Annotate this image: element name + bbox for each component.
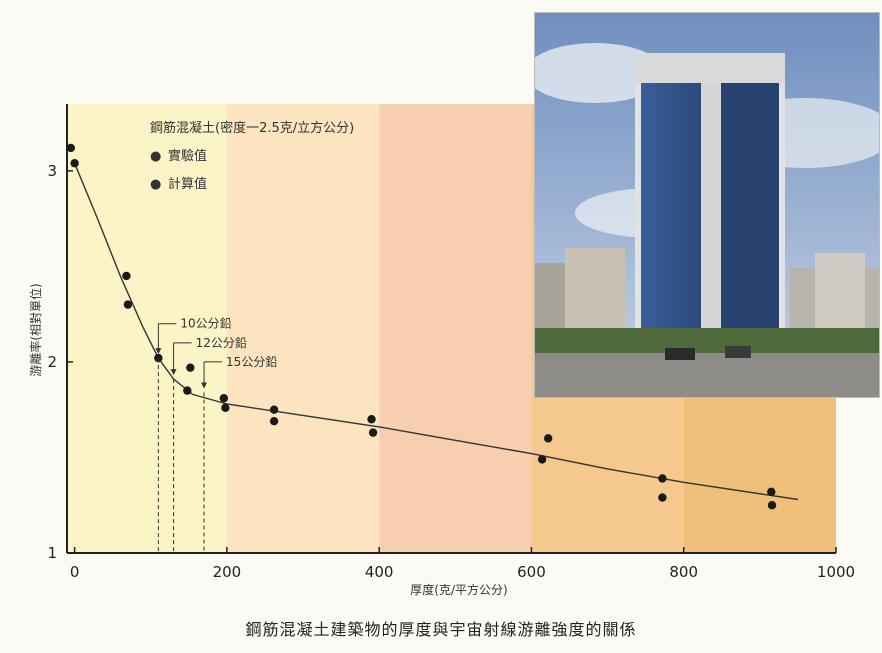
point-s1-1	[123, 300, 133, 309]
point-s0-0	[66, 143, 76, 153]
building-photo	[534, 12, 880, 398]
point-s0-5	[269, 405, 279, 414]
annotations: 10公分鉛 12公分鉛 15公分鉛	[155, 317, 277, 553]
data-points	[66, 143, 777, 510]
band-1	[226, 104, 380, 553]
point-s1-3	[221, 403, 230, 412]
band-2	[379, 104, 532, 553]
legend-marker-2: ●	[150, 177, 161, 192]
point-s0-9	[767, 487, 776, 497]
figure-caption: 鋼筋混凝土建築物的厚度與宇宙射線游離強度的關係	[245, 620, 637, 639]
annotation-arrow-2	[201, 382, 208, 389]
x-tick-label-200: 200	[213, 563, 242, 581]
legend-marker-1: ●	[150, 149, 161, 164]
legend-title: 鋼筋混凝土(密度一2.5克/立方公分)	[150, 120, 354, 136]
x-tick-label-400: 400	[365, 563, 394, 581]
point-s1-2	[183, 386, 192, 395]
point-s0-4	[219, 394, 229, 403]
point-s0-7	[543, 434, 553, 443]
y-tick-label-1: 1	[47, 544, 57, 562]
axes: 0 200 400 600 800 1000 1 2 3	[47, 104, 855, 581]
x-tick-label-600: 600	[517, 563, 546, 581]
point-s0-2	[154, 353, 163, 363]
point-s1-0	[70, 159, 79, 168]
annotation-arrow-0	[155, 348, 162, 355]
x-axis-label: 厚度(克/平方公分)	[410, 582, 507, 597]
y-tick-label-2: 2	[47, 353, 57, 371]
point-s1-6	[537, 455, 547, 464]
point-s1-8	[767, 501, 777, 510]
point-s1-5	[368, 428, 378, 437]
x-tick-label-800: 800	[669, 563, 698, 581]
point-s1-4	[269, 416, 279, 426]
point-s0-6	[367, 415, 376, 424]
annotation-arrow-1	[170, 369, 177, 376]
x-tick-label-0: 0	[70, 563, 80, 581]
legend-label-1: 實驗值	[168, 148, 207, 164]
legend: 鋼筋混凝土(密度一2.5克/立方公分) ● 實驗值 ● 計算值	[150, 120, 354, 192]
annotation-label-1: 12公分鉛	[196, 336, 247, 350]
x-tick-label-1000: 1000	[817, 563, 855, 581]
annotation-label-2: 15公分鉛	[226, 355, 277, 369]
y-tick-label-3: 3	[47, 162, 57, 180]
annotation-label-0: 10公分鉛	[180, 317, 231, 331]
building-photo-image	[535, 13, 879, 397]
legend-label-2: 計算值	[168, 176, 207, 192]
y-axis-label: 游離率(相對單位)	[28, 283, 43, 376]
point-s0-3	[186, 363, 195, 372]
point-s0-1	[122, 271, 131, 281]
band-0	[67, 104, 227, 553]
point-s0-8	[658, 474, 667, 483]
point-s1-7	[658, 493, 667, 502]
